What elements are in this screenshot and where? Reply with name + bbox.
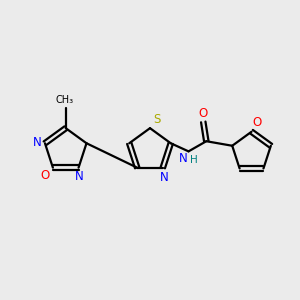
Text: O: O — [40, 169, 50, 182]
Text: CH₃: CH₃ — [56, 95, 74, 105]
Text: N: N — [160, 171, 168, 184]
Text: S: S — [153, 113, 160, 126]
Text: H: H — [190, 155, 197, 165]
Text: O: O — [253, 116, 262, 129]
Text: O: O — [199, 107, 208, 120]
Text: N: N — [179, 152, 188, 165]
Text: N: N — [33, 136, 42, 149]
Text: N: N — [75, 170, 84, 183]
